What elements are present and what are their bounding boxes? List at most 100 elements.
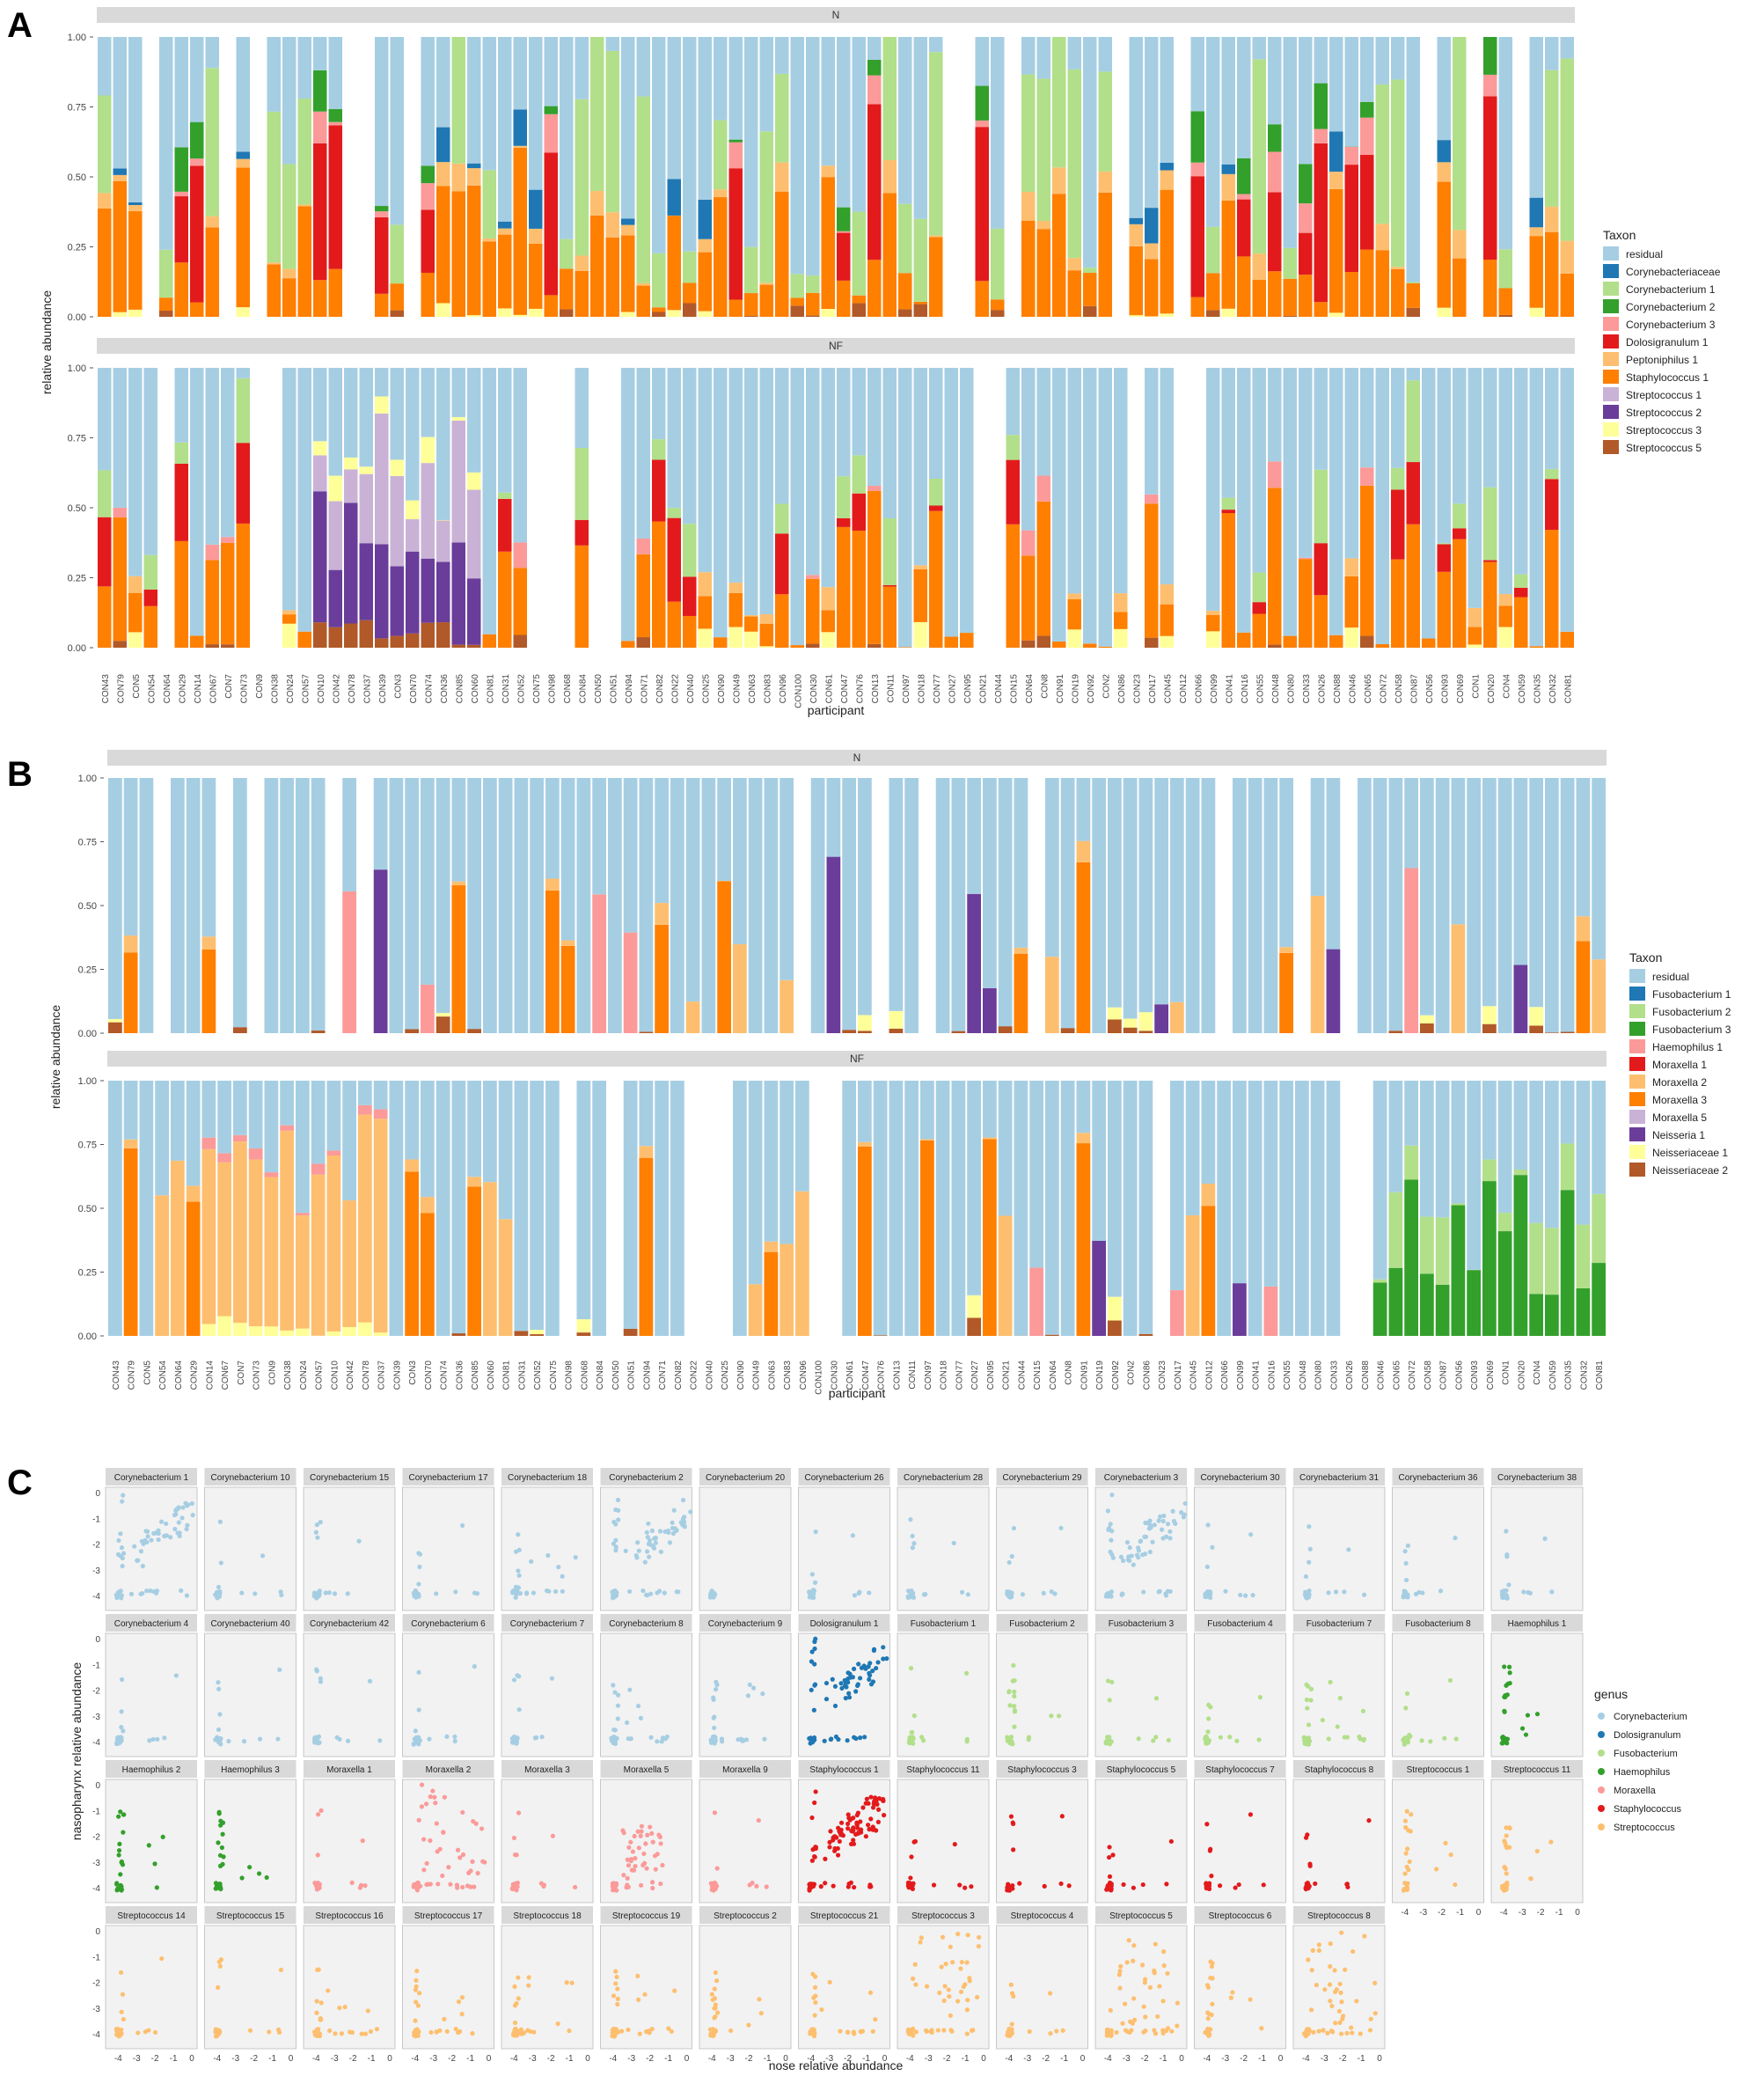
bar-segment <box>1576 916 1591 942</box>
bar-segment <box>1190 176 1204 297</box>
data-point <box>1243 1593 1248 1598</box>
data-point <box>1308 1686 1314 1691</box>
data-point <box>1131 1958 1136 1963</box>
data-point <box>646 1521 651 1526</box>
data-point <box>1175 2023 1180 2028</box>
bar-segment <box>1482 1081 1497 1160</box>
data-point <box>812 2013 817 2018</box>
data-point <box>1526 1589 1531 1596</box>
data-point <box>419 1804 425 1809</box>
facet: Moraxella 3 <box>501 1760 594 1904</box>
data-point <box>118 1735 123 1740</box>
bar-segment <box>311 778 326 1031</box>
data-point <box>414 1883 419 1889</box>
bar-segment <box>1233 778 1247 1033</box>
plot-area <box>1194 1632 1286 1757</box>
data-point <box>812 1854 817 1860</box>
data-point <box>1165 1970 1170 1977</box>
facet-title: Corynebacterium 10 <box>210 1473 289 1483</box>
data-point <box>1416 1589 1422 1596</box>
bar-segment <box>1391 37 1405 80</box>
data-point <box>1066 1883 1072 1889</box>
bar-segment <box>1237 368 1251 633</box>
bar-segment <box>790 368 804 646</box>
bar-segment <box>652 368 666 440</box>
bar-segment <box>1206 631 1220 648</box>
bar-segment <box>1299 559 1313 648</box>
bar-segment <box>498 778 513 1033</box>
bar-segment <box>467 1029 481 1033</box>
data-point <box>838 1820 845 1825</box>
data-point <box>155 1529 160 1535</box>
data-point <box>628 1839 633 1845</box>
data-point <box>1153 1941 1158 1947</box>
bar-segment <box>530 1330 544 1335</box>
y-tick-label: -4 <box>92 1884 100 1894</box>
facet-strip <box>897 1614 989 1632</box>
x-tick-label: -1 <box>862 2054 870 2064</box>
bar-segment <box>1206 273 1220 311</box>
bar-segment <box>929 479 943 506</box>
bar-segment <box>1145 503 1159 638</box>
data-point <box>867 1826 872 1832</box>
data-point <box>645 1832 650 1838</box>
data-point <box>128 1591 135 1596</box>
data-point <box>811 1995 816 2000</box>
data-point <box>452 1734 457 1740</box>
legend-swatch <box>1603 387 1619 401</box>
data-point <box>712 1986 717 1992</box>
data-point <box>1140 1882 1146 1888</box>
bar-segment <box>605 212 619 238</box>
legend-label: Haemophilus 1 <box>1652 1041 1723 1053</box>
data-point <box>164 1521 169 1527</box>
data-point <box>368 2028 373 2034</box>
data-point <box>516 1568 521 1574</box>
bar-segment <box>667 216 681 311</box>
bar-segment <box>1036 229 1050 317</box>
bar-segment <box>280 1130 294 1331</box>
facet-title: Staphylococcus 3 <box>1007 1765 1077 1775</box>
bar-segment <box>1092 778 1106 1033</box>
data-point <box>1142 1551 1148 1557</box>
bar-segment <box>929 368 943 480</box>
facet-title: Streptococcus 8 <box>1307 1911 1371 1921</box>
bar-segment <box>1067 593 1081 599</box>
x-tick-label: 0 <box>684 2054 690 2064</box>
bar-segment <box>1329 312 1343 317</box>
data-point <box>326 1988 331 1993</box>
bar-segment <box>1560 631 1574 648</box>
data-point <box>215 1735 220 1742</box>
data-point <box>1007 1591 1013 1596</box>
bar-segment <box>1252 59 1266 254</box>
legend-label: Streptococcus <box>1614 1823 1675 1833</box>
data-point <box>1328 1999 1333 2004</box>
y-tick-label: -4 <box>92 2030 100 2040</box>
data-point <box>1108 1887 1113 1892</box>
facet-strip-label: NF <box>829 340 843 352</box>
data-point <box>1121 1882 1126 1888</box>
data-point <box>260 1553 266 1559</box>
bar-segment <box>174 37 188 148</box>
data-point <box>837 1838 842 1845</box>
data-point <box>1337 1696 1343 1701</box>
facet-strip <box>699 1906 791 1924</box>
data-point <box>611 1683 616 1688</box>
bar-segment <box>421 622 435 648</box>
bar-segment <box>282 278 296 317</box>
bar-segment <box>467 368 481 473</box>
data-point <box>1408 1734 1413 1739</box>
bar-segment <box>467 168 481 186</box>
bar-segment <box>1388 1031 1403 1033</box>
data-point <box>670 1530 677 1537</box>
bar-segment <box>513 368 527 543</box>
bar-segment <box>1123 1018 1138 1028</box>
data-point <box>1403 1560 1409 1566</box>
data-point <box>633 1863 638 1869</box>
x-tick-label: CON14 <box>205 1361 215 1390</box>
data-point <box>428 1838 433 1844</box>
legend-label: Dolosigranulum <box>1614 1730 1680 1741</box>
bar-segment <box>1021 530 1036 556</box>
data-point <box>1204 1822 1210 1827</box>
data-point <box>666 2026 671 2031</box>
bar-segment <box>621 37 635 219</box>
